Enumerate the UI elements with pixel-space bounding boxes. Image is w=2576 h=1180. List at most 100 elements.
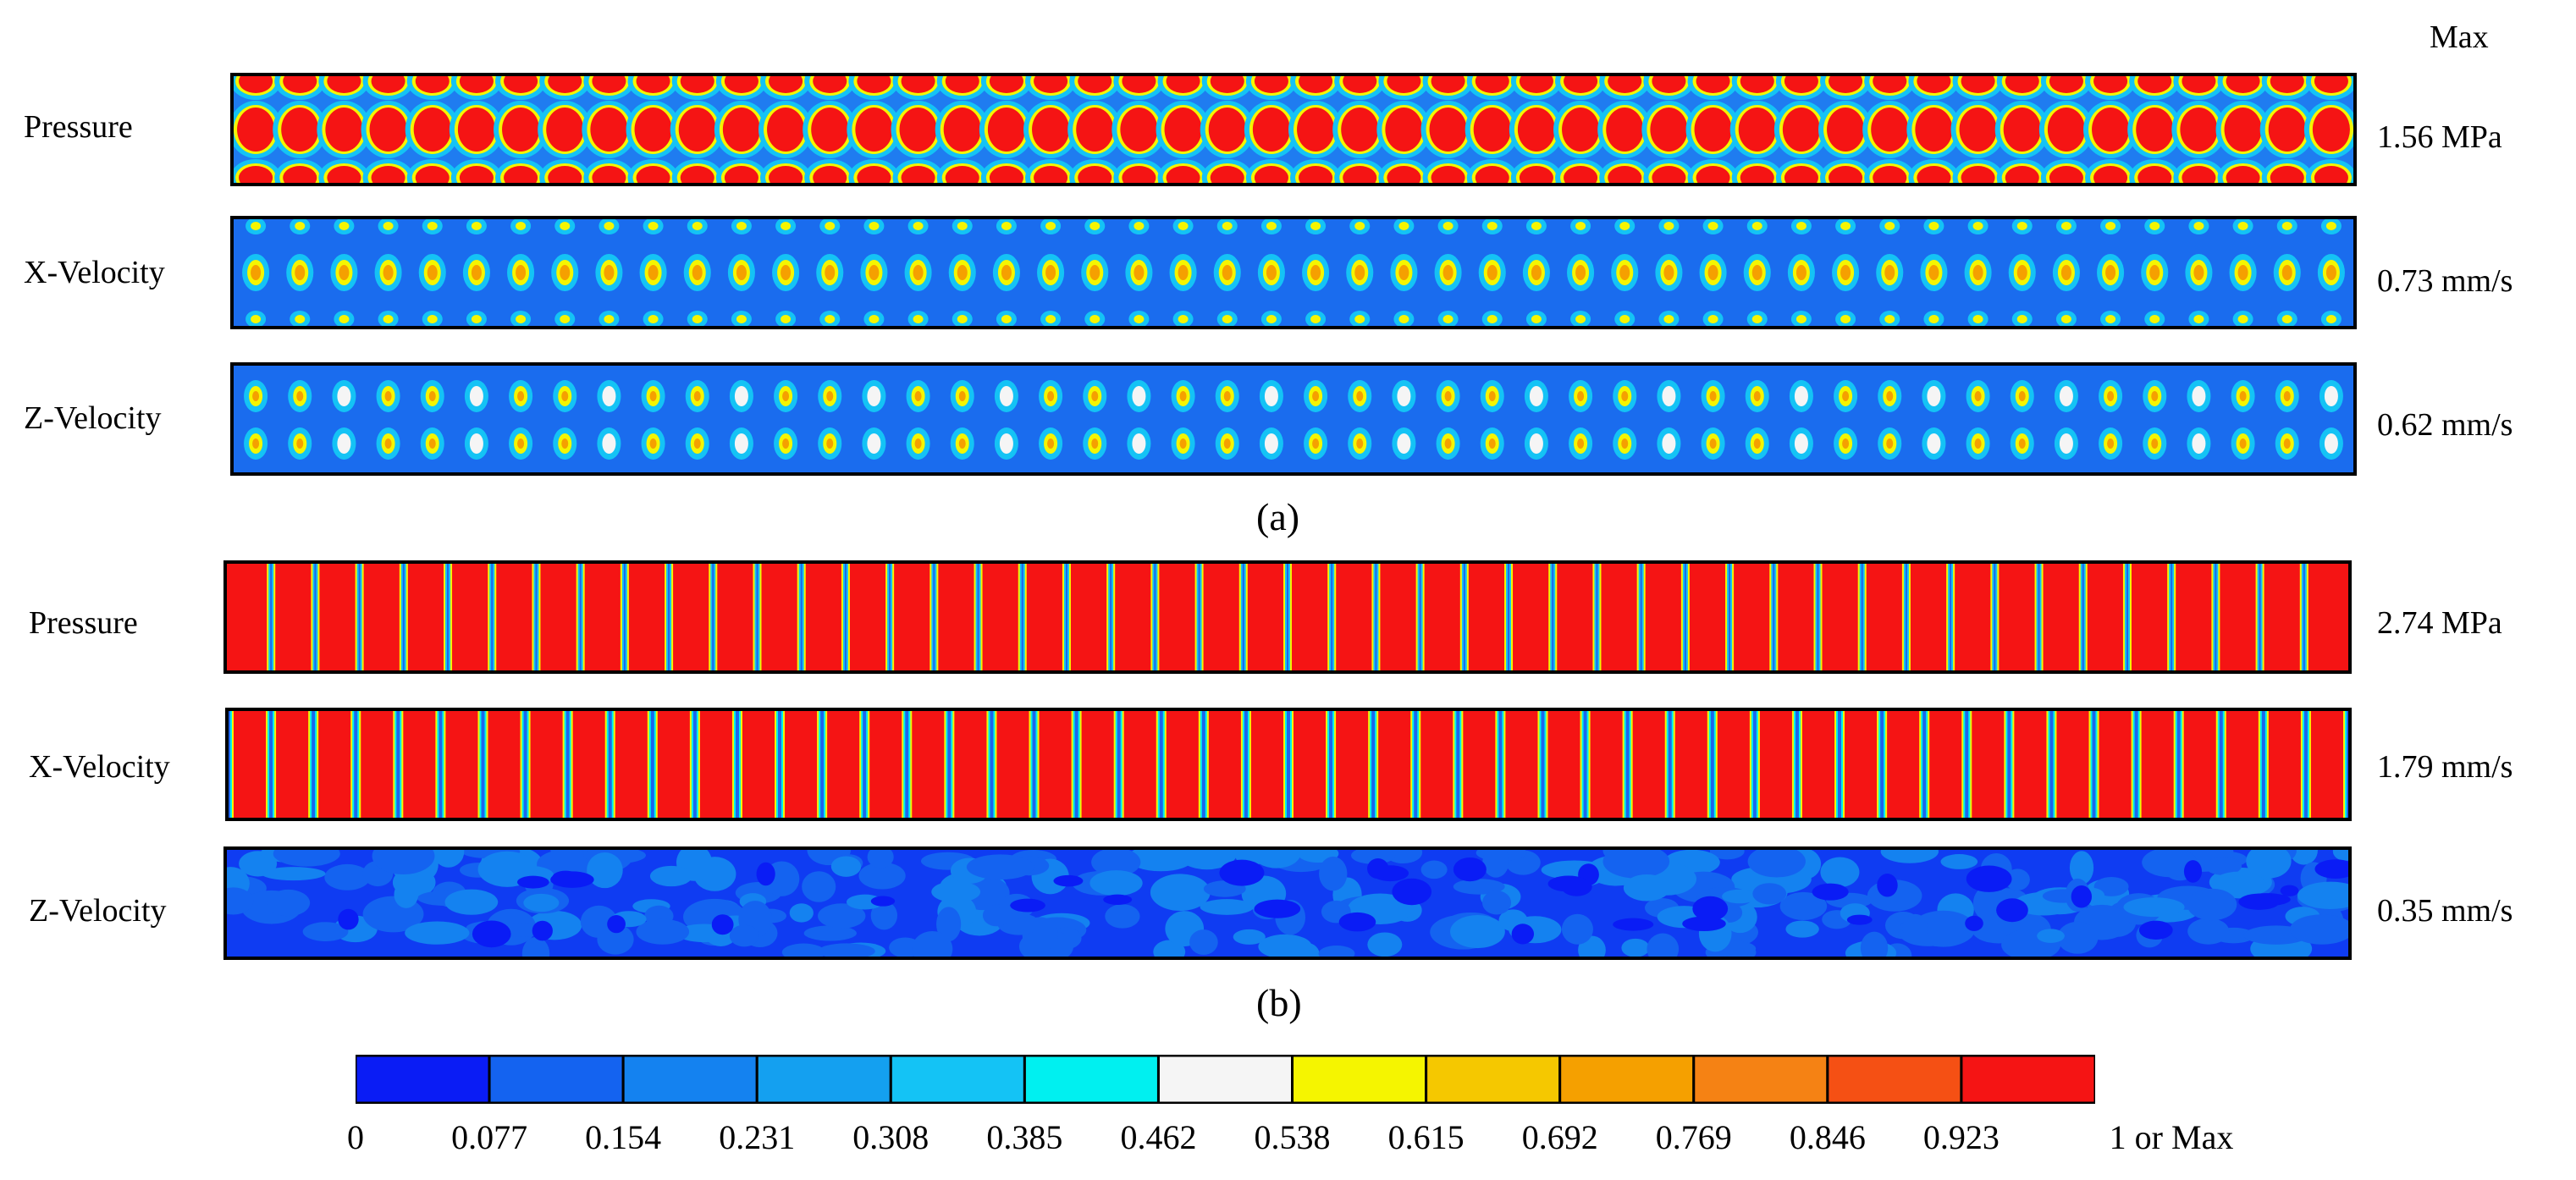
pressure-peak [2182,76,2216,93]
pressure-peak [2314,76,2348,93]
pressure-peak [1564,76,1598,93]
xvel-band-core [2092,711,2096,818]
zvel-patch [1152,850,1178,863]
zvel-peak [428,391,436,401]
pressure-peak [239,166,273,183]
zvel-peak [384,438,392,449]
row-label-b-pressure: Pressure [29,605,138,641]
zvel-low [2314,859,2348,879]
max-value-b-pressure: 2.74 MPa [2377,605,2502,641]
xvel-band-core [990,711,994,818]
pressure-peak [2049,166,2083,183]
field-a-xvel [230,216,2357,329]
zvel-peak [649,391,657,401]
pressure-peak [2005,166,2039,183]
pressure-peak [2182,166,2216,183]
pressure-peak [987,108,1025,152]
pressure-peak [283,76,317,93]
xvel-band-core [396,711,400,818]
zvel-peak [1002,391,1010,401]
zvel-low [1453,857,1487,882]
xvel-peak [383,265,394,280]
xvel-peak [1089,265,1100,280]
caption-a: (a) [1256,495,1300,538]
zvel-patch [444,889,499,915]
xvel-edge-peak [1222,222,1233,230]
colorbar-segment [1291,1055,1428,1104]
colorbar-tick-label: 0.385 [986,1118,1063,1156]
colorbar-segment [889,1055,1026,1104]
xvel-edge-peak [1928,315,1939,323]
zvel-low [550,871,594,888]
xvel-edge-peak [1178,222,1189,230]
zvel-patch [1911,910,1976,947]
xvel-edge-peak [1751,222,1762,230]
zvel-patch [1602,850,1670,879]
zvel-patch [1189,929,1218,956]
xvel-edge-peak [1840,315,1851,323]
zvel-patch [931,880,981,903]
zvel-patch [508,855,538,879]
zvel-peak [1312,391,1320,401]
xvel-edge-peak [295,315,306,323]
pressure-peak [1517,108,1555,152]
xvel-peak [1840,265,1851,280]
xvel-peak [825,265,836,280]
zvel-peak [1753,391,1761,401]
zvel-patch [2093,876,2129,896]
zvel-low [1219,859,1265,886]
pressure-peak [369,108,407,152]
max-value-a-pressure: 1.56 MPa [2377,119,2502,155]
xvel-band-core [905,711,909,818]
xvel-band-core [2303,711,2308,818]
xvel-band-core [1159,711,1163,818]
zvel-peak [1356,391,1364,401]
zvel-patch [966,854,1034,880]
zvel-peak [1886,438,1894,449]
zvel-patch [405,921,470,945]
pressure-peak [2136,108,2174,152]
pressure-band-core [1684,564,1686,670]
pressure-peak [1473,108,1511,152]
xvel-edge-peak [1045,315,1056,323]
pressure-peak [1299,166,1333,183]
max-value-b-zvel: 0.35 mm/s [2377,893,2513,929]
zvel-peak [870,391,878,401]
pressure-band-core [2303,564,2305,670]
xvel-edge-peak [1089,222,1100,230]
xvel-edge-peak [560,222,571,230]
zvel-peak [1621,391,1629,401]
pressure-band-core [402,564,405,670]
xvel-band-core [354,711,358,818]
pressure-peak [2137,166,2172,183]
xvel-edge-peak [2060,315,2071,323]
pressure-peak [724,166,758,183]
xvel-edge-peak [1795,222,1807,230]
zvel-patch [266,889,311,917]
zvel-patch [1176,850,1238,870]
xvel-edge-peak [869,315,880,323]
colorbar-segment [1692,1055,1829,1104]
zvel-low [1877,874,1898,897]
zvel-patch [324,863,371,891]
zvel-peak [1709,391,1717,401]
pressure-band-core [2171,564,2173,670]
xvel-edge-peak [1928,222,1939,230]
xvel-peak [1575,265,1586,280]
pressure-band-core [1640,564,1642,670]
xvel-edge-peak [2281,222,2292,230]
zvel-peak [782,391,790,401]
pressure-peak [1122,76,1156,93]
pressure-band-core [1419,564,1421,670]
pressure-band-core [844,564,847,670]
zvel-peak [605,391,613,401]
field-background [234,219,2353,326]
xvel-band-core [2007,711,2011,818]
zvel-peak [1886,391,1894,401]
xvel-band-core [1201,711,1205,818]
xvel-peak [1222,265,1233,280]
pressure-peak [1738,108,1776,152]
xvel-edge-peak [251,315,262,323]
zvel-patch [729,924,759,947]
pressure-peak [546,108,584,152]
